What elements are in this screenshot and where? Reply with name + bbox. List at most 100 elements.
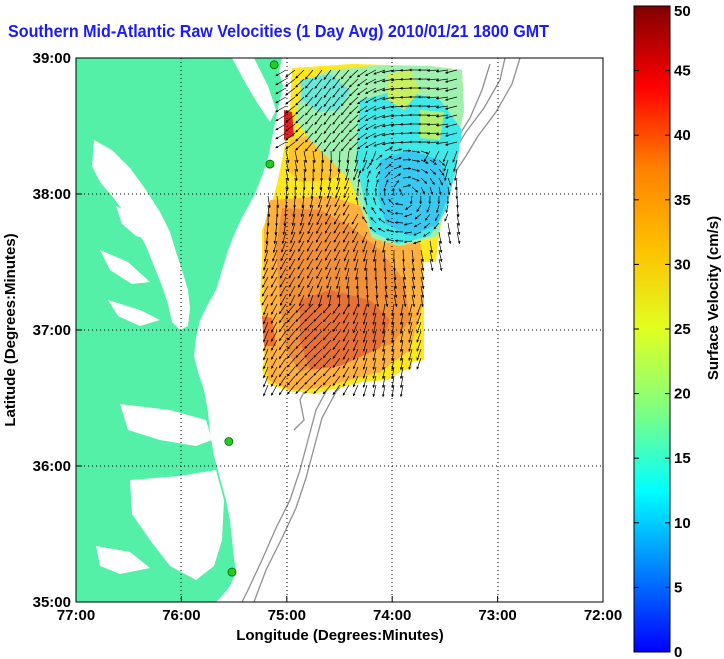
velocity-arrow: [411, 294, 416, 308]
velocity-arrow: [294, 177, 298, 191]
velocity-arrow: [343, 195, 350, 207]
velocity-arrow: [263, 312, 269, 325]
velocity-arrow: [433, 222, 440, 230]
velocity-arrow: [278, 330, 287, 342]
velocity-arrow: [306, 267, 314, 279]
velocity-arrow: [420, 267, 425, 281]
velocity-arrow: [289, 240, 296, 253]
velocity-arrow: [353, 159, 359, 172]
velocity-arrow: [270, 384, 278, 396]
velocity-arrow: [372, 330, 377, 344]
velocity-arrow: [290, 231, 296, 244]
velocity-arrow: [399, 339, 404, 353]
velocity-arrow: [352, 321, 359, 334]
velocity-arrow: [342, 339, 350, 351]
x-tick-label: 73:00: [478, 607, 516, 624]
velocity-arrow: [352, 231, 359, 244]
velocity-arrow: [363, 206, 368, 215]
map-title-text: Southern Mid-Atlantic Raw Velocities (1 …: [8, 21, 550, 41]
velocity-arrow: [453, 159, 458, 172]
velocity-arrow: [316, 276, 323, 289]
velocity-arrow: [357, 87, 368, 96]
velocity-arrow: [332, 141, 341, 152]
velocity-arrow: [402, 294, 407, 308]
velocity-arrow: [315, 258, 323, 270]
velocity-arrow: [371, 207, 377, 215]
velocity-arrow: [381, 240, 386, 254]
velocity-arrow: [263, 375, 269, 388]
velocity-arrow: [287, 312, 296, 323]
velocity-arrow: [384, 163, 392, 170]
velocity-arrow: [438, 177, 443, 186]
velocity-arrow: [429, 249, 434, 263]
velocity-arrow: [322, 366, 332, 377]
velocity-arrow: [411, 177, 420, 182]
velocity-arrow: [322, 375, 332, 386]
velocity-arrow: [270, 357, 278, 369]
velocity-arrow: [361, 231, 368, 244]
velocity-arrow: [285, 96, 296, 105]
velocity-arrow: [285, 150, 290, 164]
velocity-arrow: [329, 159, 332, 173]
velocity-arrow: [365, 114, 377, 121]
velocity-arrow: [435, 141, 449, 145]
velocity-arrow: [305, 87, 314, 98]
velocity-arrow: [348, 132, 359, 142]
velocity-arrow: [332, 69, 341, 80]
velocity-arrow: [278, 303, 287, 315]
velocity-arrow: [402, 267, 407, 281]
velocity-arrow: [399, 312, 404, 326]
velocity-arrow: [305, 69, 314, 80]
velocity-arrow: [295, 348, 305, 358]
velocity-arrow: [272, 249, 278, 262]
velocity-arrow: [295, 303, 305, 313]
velocity-arrow: [373, 96, 386, 102]
velocity-arrow: [392, 187, 395, 197]
velocity-arrow: [323, 96, 332, 107]
velocity-arrow: [348, 114, 359, 124]
velocity-arrow: [306, 240, 314, 252]
velocity-arrow: [364, 267, 368, 281]
velocity-arrow: [352, 330, 359, 343]
colorbar-tick-label: 0: [674, 644, 682, 659]
velocity-arrow: [445, 123, 458, 128]
y-tick-label: 38:00: [33, 186, 71, 203]
velocity-arrow: [285, 141, 296, 150]
velocity-arrow: [394, 212, 404, 215]
velocity-arrow: [373, 69, 386, 75]
velocity-arrow: [270, 303, 278, 315]
velocity-arrow: [342, 366, 350, 378]
velocity-arrow: [454, 177, 458, 191]
velocity-arrow: [295, 123, 305, 133]
velocity-arrow: [340, 96, 350, 107]
velocity-arrow: [399, 375, 404, 389]
velocity-arrow: [388, 198, 395, 206]
velocity-arrow: [373, 132, 386, 138]
velocity-arrow: [372, 249, 377, 263]
velocity-arrow: [365, 105, 377, 112]
velocity-arrow: [385, 229, 395, 233]
velocity-arrow: [434, 213, 440, 222]
velocity-arrow: [348, 105, 359, 115]
velocity-arrow: [411, 168, 421, 172]
velocity-arrow: [308, 294, 314, 307]
colorbar-tick-label: 10: [674, 515, 691, 532]
velocity-arrow: [424, 213, 431, 221]
velocity-arrow: [357, 170, 362, 179]
velocity-arrow: [275, 105, 287, 113]
velocity-arrow: [323, 114, 332, 125]
velocity-arrow: [270, 276, 278, 288]
velocity-arrow: [416, 204, 422, 213]
velocity-arrow: [313, 366, 323, 376]
velocity-arrow: [322, 312, 332, 323]
velocity-arrow: [295, 357, 305, 367]
velocity-arrow: [340, 69, 350, 80]
velocity-arrow: [314, 141, 323, 152]
velocity-arrow: [342, 312, 350, 324]
velocity-arrow: [275, 69, 287, 77]
velocity-arrow: [357, 78, 368, 87]
velocity-arrow: [323, 78, 332, 89]
velocity-arrow: [332, 78, 341, 89]
velocity-arrow: [263, 339, 269, 352]
velocity-arrow: [429, 186, 433, 195]
